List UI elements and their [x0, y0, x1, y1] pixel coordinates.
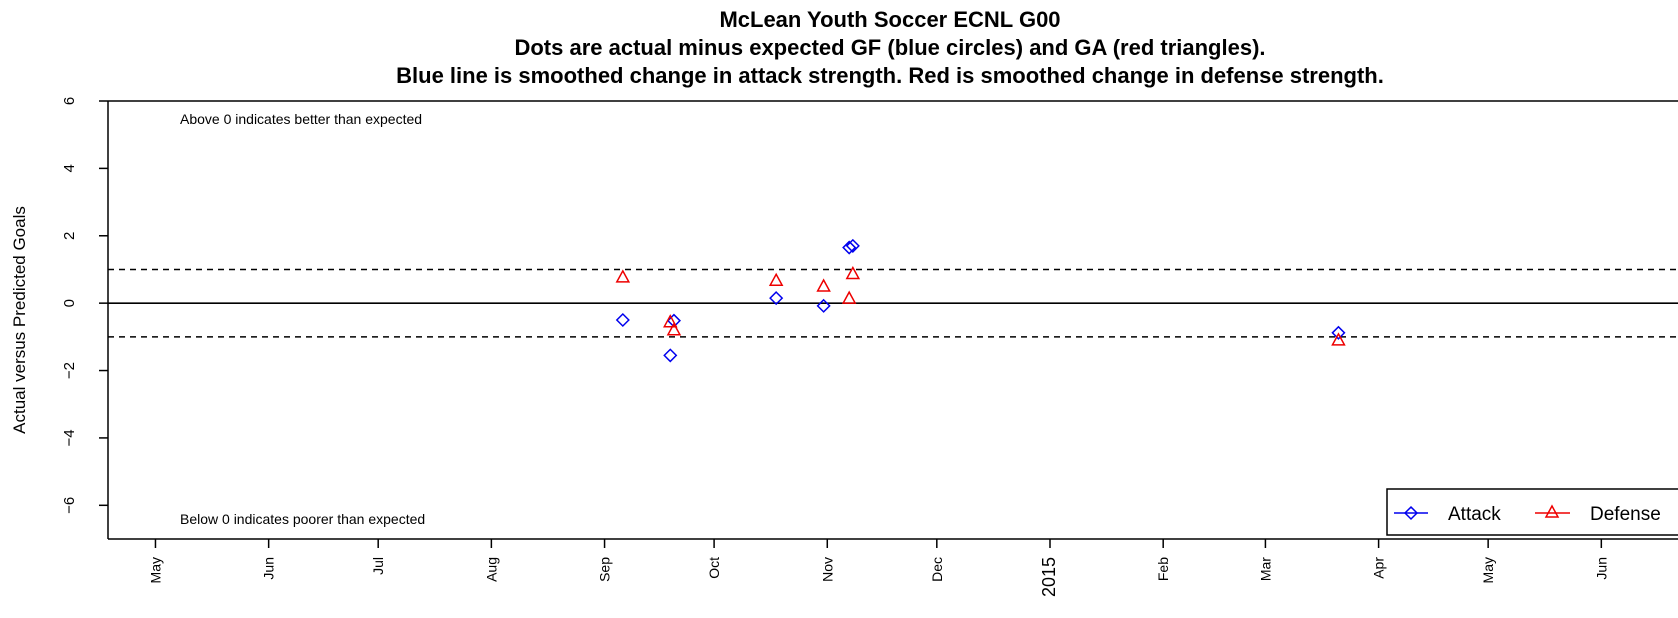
defense-point	[816, 278, 831, 292]
x-tick-label: Nov	[819, 557, 835, 582]
attack-point	[845, 238, 860, 253]
attack-point	[663, 348, 678, 363]
title-line-1: McLean Youth Soccer ECNL G00	[719, 7, 1060, 32]
y-tick-label: 6	[61, 97, 78, 105]
data-points	[615, 238, 1346, 363]
note-above-zero: Above 0 indicates better than expected	[180, 111, 422, 127]
defense-point	[663, 314, 678, 328]
legend-attack-marker	[1403, 505, 1419, 521]
title-line-2: Dots are actual minus expected GF (blue …	[514, 35, 1265, 60]
attack-point	[842, 240, 857, 255]
y-tick-label: −6	[61, 497, 78, 514]
x-axis: May Jun Jul Aug Sep Oct Nov Dec 2015 Feb Mar Apr May…	[147, 539, 1609, 597]
x-tick-label: Sep	[597, 557, 613, 582]
attack-point	[615, 312, 630, 328]
y-axis: 6 4 2 0 −2 −4 −6	[61, 97, 108, 514]
defense-point	[768, 272, 784, 287]
title-line-3: Blue line is smoothed change in attack s…	[396, 63, 1384, 88]
y-axis-label: Actual versus Predicted Goals	[10, 206, 29, 434]
x-tick-label: Jul	[370, 557, 386, 575]
x-tick-label: Dec	[929, 557, 945, 582]
defense-point	[615, 269, 631, 283]
legend-attack-label: Attack	[1448, 504, 1501, 525]
y-tick-label: −4	[61, 429, 78, 446]
attack-point	[816, 298, 831, 313]
legend-box	[1386, 488, 1678, 536]
legend-defense-label: Defense	[1590, 504, 1661, 525]
y-tick-label: −2	[61, 362, 78, 379]
defense-point	[666, 322, 682, 336]
x-tick-label: May	[1480, 557, 1496, 583]
defense-point	[845, 265, 861, 280]
y-tick-label: 0	[61, 299, 78, 307]
note-below-zero: Below 0 indicates poorer than expected	[180, 511, 425, 527]
x-tick-label: 2015	[1039, 557, 1059, 597]
x-tick-label: Apr	[1371, 557, 1387, 579]
x-tick-label: Aug	[483, 557, 499, 582]
y-tick-label: 2	[61, 232, 78, 240]
chart-title: McLean Youth Soccer ECNL G00 Dots are ac…	[396, 7, 1384, 88]
attack-point	[769, 291, 784, 306]
defense-point	[1331, 332, 1346, 346]
x-tick-label: Feb	[1155, 557, 1171, 581]
x-tick-label: Oct	[706, 557, 722, 579]
x-tick-label: May	[147, 557, 163, 583]
legend: Attack Defense	[1386, 488, 1678, 536]
plot-frame	[107, 100, 1678, 540]
reference-lines	[108, 268, 1678, 338]
x-tick-label: Jun	[1593, 557, 1609, 580]
defense-point	[841, 290, 857, 304]
y-tick-label: 4	[61, 164, 78, 172]
legend-defense-marker	[1544, 504, 1560, 518]
attack-point	[1331, 325, 1346, 340]
x-tick-label: Mar	[1257, 557, 1273, 581]
x-tick-label: Jun	[261, 557, 277, 580]
